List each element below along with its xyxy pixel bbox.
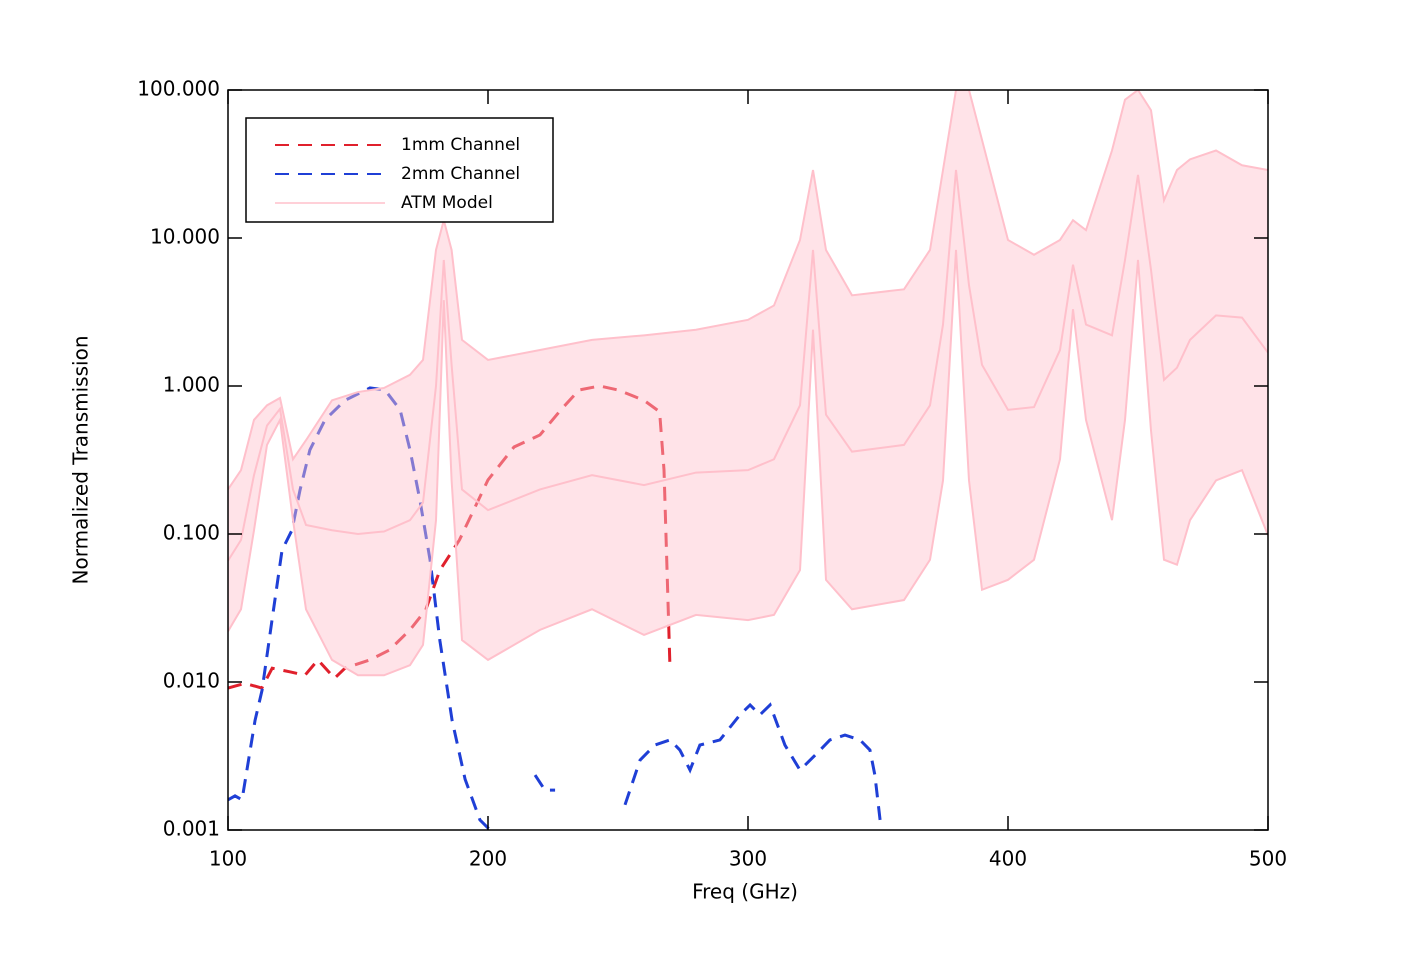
y-tick-label: 0.001 — [163, 817, 220, 841]
atm-curve — [228, 169, 1268, 562]
legend-label: 2mm Channel — [401, 164, 520, 184]
atm-curve — [228, 90, 1268, 491]
x-tick-label: 200 — [469, 847, 507, 871]
series-line — [228, 384, 672, 690]
y-axis-title: Normalized Transmission — [69, 336, 93, 585]
y-tick-label: 0.010 — [163, 669, 220, 693]
plot-area — [228, 90, 1268, 830]
x-axis-title: Freq (GHz) — [692, 880, 798, 904]
y-tick-label: 0.100 — [163, 521, 220, 545]
y-tick-label: 100.000 — [137, 77, 220, 101]
legend-label: ATM Model — [401, 193, 493, 213]
y-tick-label: 10.000 — [150, 225, 220, 249]
x-tick-label: 100 — [209, 847, 247, 871]
legend-label: 1mm Channel — [401, 135, 520, 155]
series-line — [228, 386, 882, 830]
x-tick-label: 400 — [989, 847, 1027, 871]
atm-band — [228, 90, 1268, 676]
legend-box — [245, 117, 554, 223]
y-tick-label: 1.000 — [163, 373, 220, 397]
legend: 1mm Channel 2mm Channel ATM Model — [245, 117, 554, 223]
x-tick-label: 300 — [729, 847, 767, 871]
x-tick-label: 500 — [1249, 847, 1287, 871]
atm-curve — [228, 249, 1268, 677]
